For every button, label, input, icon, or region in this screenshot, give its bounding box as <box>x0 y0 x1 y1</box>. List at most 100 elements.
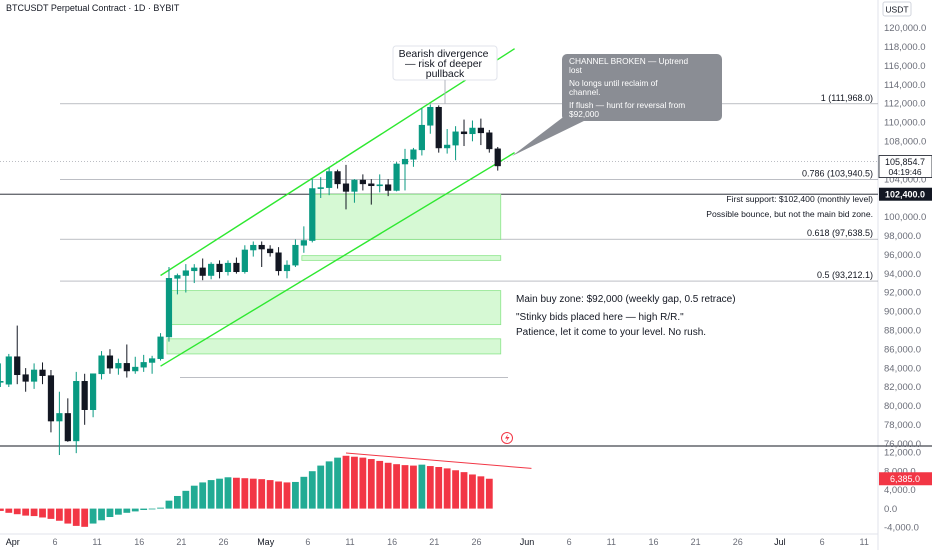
indicator-axis[interactable]: 12,000.0 8,000.0 4,000.0 0.0 -4,000.0 6,385.0 <box>879 448 932 534</box>
candle-body <box>258 244 265 250</box>
histogram-bar <box>249 478 257 509</box>
histogram-bar <box>22 508 30 516</box>
price-tick-label: 80,000.0 <box>884 401 921 412</box>
candle-body <box>224 262 232 273</box>
chart-title: BTCUSDT Perpetual Contract · 1D · BYBIT <box>6 3 180 13</box>
candle-body <box>157 336 164 359</box>
histogram-bar <box>47 508 55 519</box>
channel-broken-callout[interactable]: CHANNEL BROKEN — Uptrend lost No longs u… <box>512 54 722 156</box>
demand-zone-rect <box>166 290 502 326</box>
time-tick-label: 26 <box>471 537 481 547</box>
price-tick-label: 100,000.0 <box>884 212 926 223</box>
currency-badge[interactable] <box>882 1 912 17</box>
fib-level-label: 0.786 (103,940.5) <box>802 169 873 179</box>
time-tick-label: 11 <box>92 537 101 547</box>
time-tick-label: 26 <box>219 537 229 547</box>
candle-body <box>317 187 324 189</box>
candle-body <box>283 264 291 272</box>
price-tick-label: 98,000.0 <box>884 231 921 242</box>
histogram-bar <box>266 480 274 509</box>
divergence-callout[interactable]: Bearish divergence — risk of deeper pull… <box>392 45 498 104</box>
support-note-2: Possible bounce, but not the main bid zo… <box>706 209 873 219</box>
callout-line-3: If flush — hunt for reversal from <box>569 100 685 110</box>
divergence-line-3: pullback <box>426 68 465 80</box>
divergence-text: Bearish divergence — risk of deeper pull… <box>399 48 492 80</box>
candle-body <box>0 381 4 383</box>
price-tick-label: 88,000.0 <box>884 326 921 337</box>
lightning-icon[interactable] <box>501 432 513 444</box>
histogram-bar <box>376 460 384 509</box>
histogram-bar <box>342 455 350 509</box>
candle-body <box>342 183 350 192</box>
currency-label: USDT <box>885 5 908 15</box>
callout-line-1b: lost <box>569 65 583 75</box>
candle-body <box>22 374 29 382</box>
candle-body <box>334 171 341 185</box>
countdown-label: 04:19:46 <box>888 167 921 177</box>
buy-zone-note-1: Main buy zone: $92,000 (weekly gap, 0.5 … <box>516 294 736 305</box>
uptrend-channel[interactable] <box>160 48 515 367</box>
time-tick-label: 26 <box>733 537 743 547</box>
histogram-bar <box>157 507 164 509</box>
indicator-tick-label: -4,000.0 <box>884 523 919 534</box>
indicator-value-tag <box>879 472 932 486</box>
histogram-bar <box>81 508 89 527</box>
divergence-line-2: — risk of deeper <box>405 58 483 70</box>
time-tick-label: 16 <box>387 537 397 547</box>
histogram-bar <box>384 462 392 509</box>
time-tick-label: 21 <box>176 537 186 547</box>
time-axis[interactable]: Apr 6 11 16 21 26 May 6 11 16 21 26 Jun 6 11 16 21 26 Jul 6… <box>6 537 869 547</box>
callout-line-2b: channel. <box>569 87 600 97</box>
callout-line-3b: $92,000 <box>569 109 599 119</box>
candle-body <box>140 362 147 368</box>
time-tick-label: 16 <box>134 537 144 547</box>
histogram-bar <box>233 477 240 509</box>
histogram-bar <box>469 474 476 509</box>
candle-body <box>376 184 383 187</box>
fib-level-label: 0.618 (97,638.5) <box>807 228 873 238</box>
price-tick-label: 118,000.0 <box>884 42 926 53</box>
candle-body <box>477 127 484 134</box>
candle-body <box>393 163 400 191</box>
divergence-trendline[interactable] <box>345 452 532 469</box>
candle-body <box>435 106 442 149</box>
indicator-tick-label: 4,000.0 <box>884 485 916 496</box>
indicator-tick-label: 8,000.0 <box>884 466 916 477</box>
histogram-bar <box>452 470 459 509</box>
candle-body <box>106 355 114 369</box>
time-tick-label: May <box>257 537 275 547</box>
candle-body <box>149 358 156 363</box>
candle-body <box>494 148 501 167</box>
channel-upper-line[interactable] <box>160 48 515 277</box>
candle-body <box>90 373 97 410</box>
candle-body <box>174 275 181 279</box>
price-tick-label: 110,000.0 <box>884 118 926 129</box>
candle-body <box>469 127 476 135</box>
histogram-bar <box>308 471 316 509</box>
histogram-bar <box>106 508 114 518</box>
callout-line-1: CHANNEL BROKEN — Uptrend <box>569 56 688 66</box>
channel-lower-line[interactable] <box>160 152 515 367</box>
candle-body <box>368 183 375 187</box>
candle-body <box>460 131 468 135</box>
histogram-bar <box>114 508 122 515</box>
time-tick-label: 6 <box>305 537 310 547</box>
histogram-bar <box>64 508 72 524</box>
histogram-bar <box>13 508 21 515</box>
price-tick-label: 120,000.0 <box>884 23 926 34</box>
candle-body <box>275 252 282 272</box>
fib-labels: 1 (111,968.0) 0.786 (103,940.5) 0.618 (97,… <box>802 93 873 280</box>
histogram-bar <box>443 468 451 509</box>
candle-body <box>241 249 248 273</box>
candle-body <box>208 263 215 276</box>
candle-body <box>427 106 434 126</box>
candle-body <box>233 262 240 273</box>
price-tick-label: 108,000.0 <box>884 137 926 148</box>
histogram-bar <box>401 465 409 509</box>
histogram-bar <box>148 508 156 510</box>
histogram-bar <box>190 485 198 509</box>
price-axis[interactable]: 120,000.0 118,000.0 116,000.0 114,000.0 112,… <box>884 23 926 450</box>
candle-body <box>418 124 425 151</box>
